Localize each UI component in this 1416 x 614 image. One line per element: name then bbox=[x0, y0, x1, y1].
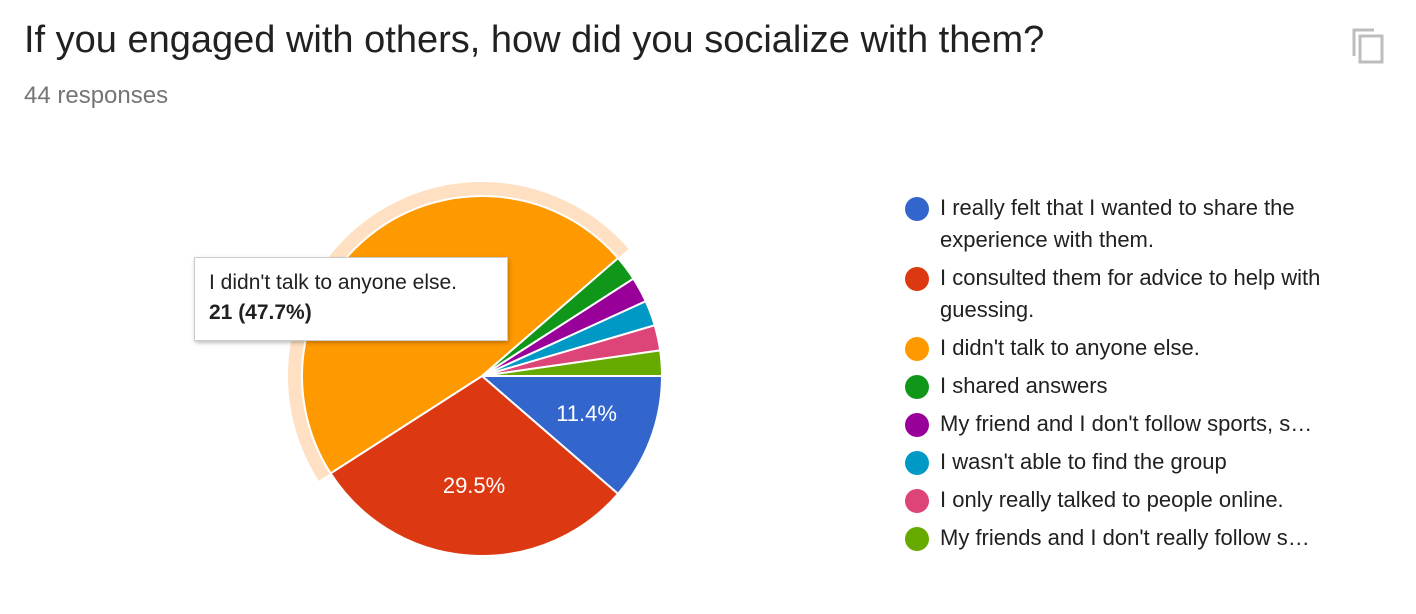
legend-swatch bbox=[905, 337, 929, 361]
slice-value-label-1: 11.4% bbox=[556, 401, 617, 426]
legend-item-4[interactable]: I shared answers bbox=[904, 370, 1374, 402]
pie-slice-2[interactable] bbox=[329, 374, 620, 557]
pie-slice-1[interactable] bbox=[479, 375, 664, 496]
slice-value-label-2: 29.5% bbox=[443, 473, 505, 498]
legend-label: My friend and I don't follow sports, s… bbox=[940, 411, 1313, 436]
legend-swatch bbox=[905, 451, 929, 475]
pie-slices bbox=[288, 182, 664, 557]
legend-label: I really felt that I wanted to share the… bbox=[940, 195, 1295, 252]
legend-label: I only really talked to people online. bbox=[940, 487, 1284, 512]
legend-swatch bbox=[905, 375, 929, 399]
legend-item-2[interactable]: I consulted them for advice to help with… bbox=[904, 262, 1374, 326]
legend-swatch bbox=[905, 489, 929, 513]
response-count: 44 responses bbox=[24, 82, 169, 109]
chart-legend: I really felt that I wanted to share the… bbox=[904, 192, 1374, 560]
legend-item-3[interactable]: I didn't talk to anyone else. bbox=[904, 332, 1374, 364]
legend-label: I wasn't able to find the group bbox=[940, 449, 1227, 474]
legend-item-1[interactable]: I really felt that I wanted to share the… bbox=[904, 192, 1374, 256]
legend-swatch bbox=[905, 197, 929, 221]
legend-item-7[interactable]: I only really talked to people online. bbox=[904, 484, 1374, 516]
legend-swatch bbox=[905, 527, 929, 551]
tooltip-value: 21 (47.7%) bbox=[209, 301, 312, 324]
legend-item-8[interactable]: My friends and I don't really follow s… bbox=[904, 522, 1374, 554]
pie-slice-8[interactable] bbox=[481, 349, 664, 377]
legend-label: My friends and I don't really follow s… bbox=[940, 525, 1310, 550]
legend-swatch bbox=[905, 413, 929, 437]
pie-chart: 11.4% 29.5% bbox=[288, 182, 664, 557]
legend-label: I shared answers bbox=[940, 373, 1108, 398]
copy-chart-button[interactable] bbox=[1344, 22, 1392, 70]
copy-icon bbox=[1352, 28, 1384, 64]
legend-label: I didn't talk to anyone else. bbox=[940, 335, 1200, 360]
legend-swatch bbox=[905, 267, 929, 291]
legend-item-6[interactable]: I wasn't able to find the group bbox=[904, 446, 1374, 478]
legend-item-5[interactable]: My friend and I don't follow sports, s… bbox=[904, 408, 1374, 440]
page-title: If you engaged with others, how did you … bbox=[24, 19, 1045, 61]
tooltip-label: I didn't talk to anyone else. bbox=[209, 271, 458, 294]
legend-label: I consulted them for advice to help with… bbox=[940, 265, 1321, 322]
chart-tooltip: I didn't talk to anyone else. 21 (47.7%) bbox=[194, 257, 508, 341]
